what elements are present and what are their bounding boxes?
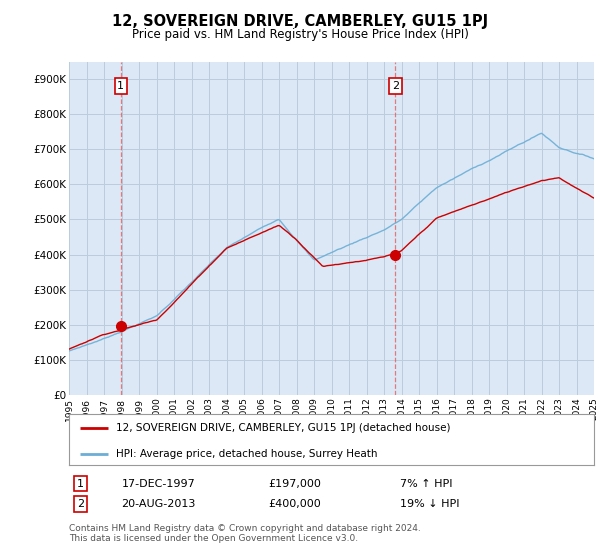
Text: 12, SOVEREIGN DRIVE, CAMBERLEY, GU15 1PJ: 12, SOVEREIGN DRIVE, CAMBERLEY, GU15 1PJ	[112, 14, 488, 29]
Text: 17-DEC-1997: 17-DEC-1997	[121, 478, 195, 488]
Text: 20-AUG-2013: 20-AUG-2013	[121, 499, 196, 509]
Text: Contains HM Land Registry data © Crown copyright and database right 2024.
This d: Contains HM Land Registry data © Crown c…	[69, 524, 421, 543]
Text: 7% ↑ HPI: 7% ↑ HPI	[400, 478, 452, 488]
Text: HPI: Average price, detached house, Surrey Heath: HPI: Average price, detached house, Surr…	[116, 449, 378, 459]
Text: Price paid vs. HM Land Registry's House Price Index (HPI): Price paid vs. HM Land Registry's House …	[131, 28, 469, 41]
Text: 2: 2	[392, 81, 399, 91]
Text: 1: 1	[77, 478, 84, 488]
Text: £197,000: £197,000	[269, 478, 322, 488]
Text: 1: 1	[118, 81, 124, 91]
Text: £400,000: £400,000	[269, 499, 321, 509]
Text: 12, SOVEREIGN DRIVE, CAMBERLEY, GU15 1PJ (detached house): 12, SOVEREIGN DRIVE, CAMBERLEY, GU15 1PJ…	[116, 423, 451, 433]
Text: 19% ↓ HPI: 19% ↓ HPI	[400, 499, 459, 509]
Text: 2: 2	[77, 499, 84, 509]
